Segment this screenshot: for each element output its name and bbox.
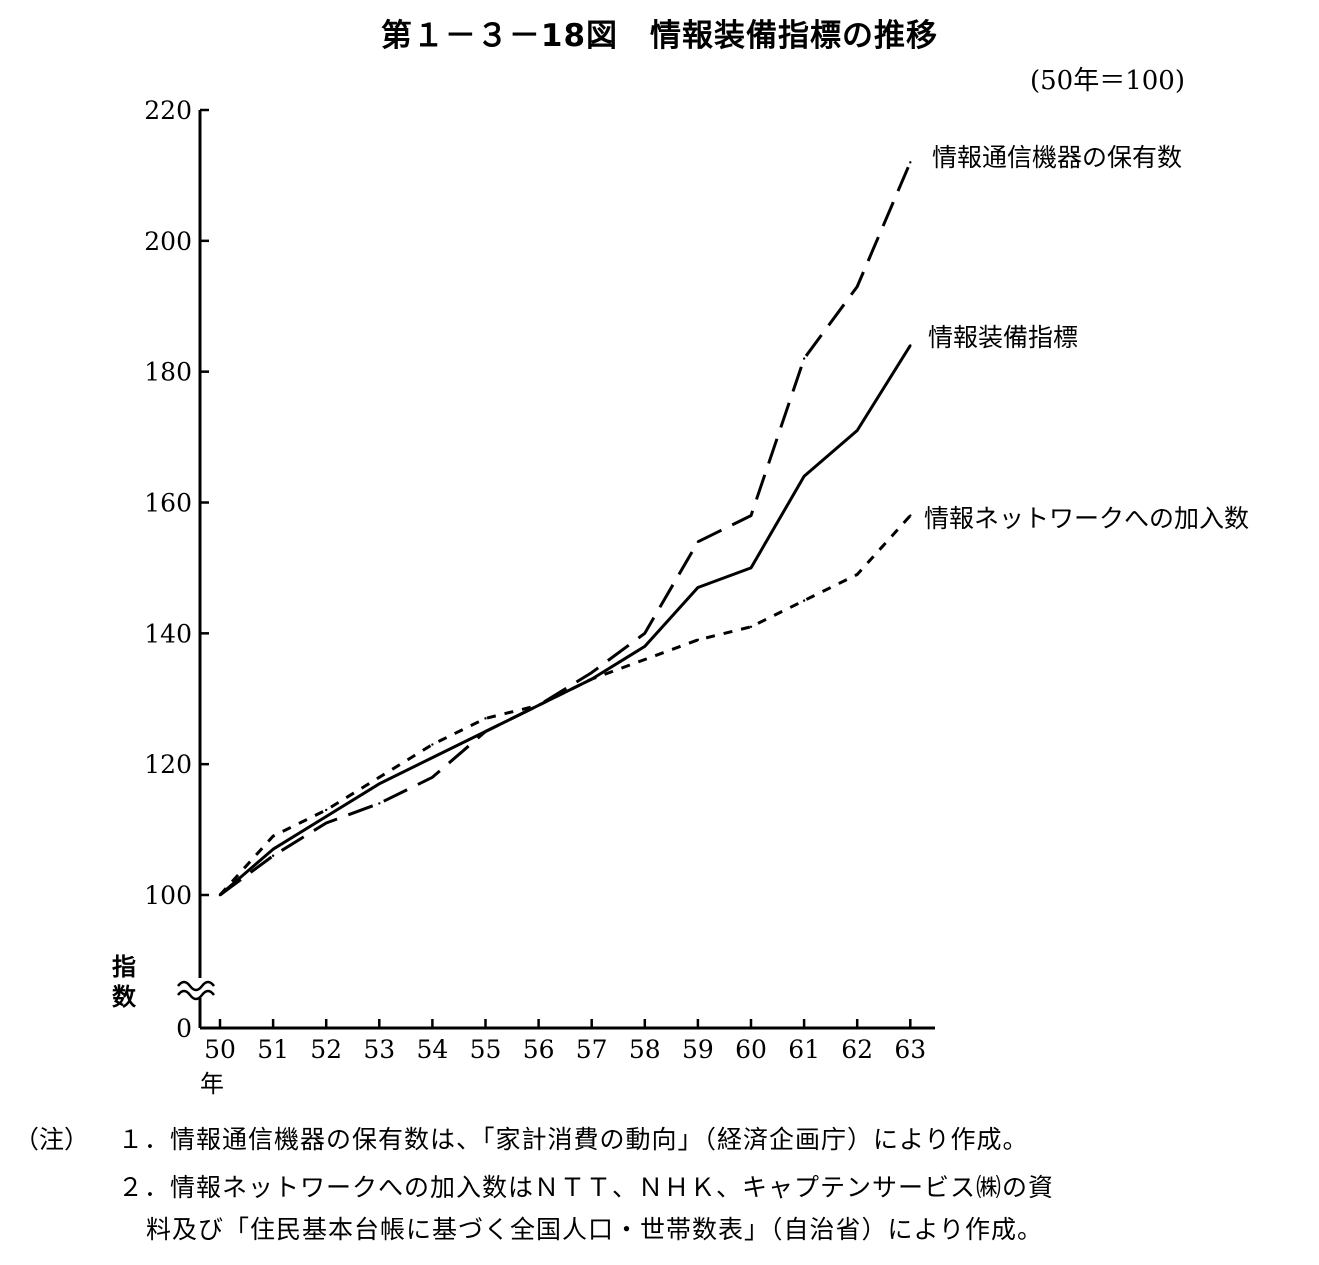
x-tick-label: 57 [576, 1035, 608, 1064]
data-point [909, 161, 912, 164]
data-point [378, 782, 381, 785]
series-line [219, 344, 912, 897]
data-point [643, 658, 646, 661]
data-point [802, 357, 806, 360]
data-point [696, 586, 700, 589]
y-tick-label: 180 [144, 358, 192, 387]
axis-break-mark [177, 989, 215, 1001]
data-point [431, 776, 434, 779]
x-tick-label: 55 [470, 1035, 502, 1064]
notes-heading: （注） [14, 1125, 90, 1154]
data-point [484, 717, 487, 720]
x-tick-label: 56 [523, 1035, 555, 1064]
series-line [219, 161, 912, 897]
data-point [749, 625, 753, 628]
data-point [856, 573, 859, 576]
y-tick-label: 200 [144, 227, 192, 256]
y-tick-label: 220 [144, 96, 192, 125]
data-point [696, 638, 700, 642]
axis-break-mark [177, 980, 215, 992]
data-point [856, 429, 859, 432]
data-point [749, 514, 753, 517]
x-tick-label: 54 [416, 1035, 448, 1064]
data-point [325, 821, 328, 825]
axis-labels: 0 100 120 140 160 180 200 220 50 51 52 53 54 55 56 57 58… [112, 96, 1249, 1098]
data-point [378, 802, 381, 805]
data-point [856, 285, 859, 288]
y-axis-label: 数 [112, 983, 137, 1011]
base-year-note: (50年＝100) [1030, 66, 1185, 96]
data-point [696, 540, 700, 543]
data-point [431, 756, 434, 759]
note-2-continued: 料及び「住民基本台帳に基づく全国人口・世帯数表」（自治省）により作成。 [146, 1215, 1044, 1244]
x-tick-label: 58 [629, 1035, 661, 1064]
data-point [325, 815, 328, 818]
series-lines [218, 161, 912, 897]
data-point [431, 743, 434, 746]
data-point [271, 848, 275, 851]
x-tick-label: 50 [204, 1035, 236, 1064]
data-point [271, 834, 275, 838]
data-point [909, 344, 912, 347]
y-tick-label: 140 [144, 619, 192, 648]
series-line [218, 514, 912, 897]
data-point [218, 893, 222, 897]
x-axis-unit: 年 [200, 1070, 224, 1098]
y-tick-label: 100 [144, 881, 192, 910]
x-tick-label: 62 [841, 1035, 873, 1064]
series-label: 情報ネットワークへの加入数 [924, 504, 1249, 533]
y-axis-label: 指 [112, 953, 136, 981]
y-tick-label: 120 [144, 750, 192, 779]
x-tick-label: 52 [310, 1035, 342, 1064]
y-tick-label: 160 [144, 489, 192, 518]
data-point [590, 671, 593, 674]
x-tick-label: 60 [735, 1035, 767, 1064]
data-point [484, 730, 487, 733]
data-point [537, 704, 540, 707]
data-point [802, 599, 806, 602]
x-tick-label: 53 [363, 1035, 395, 1064]
axes [177, 108, 935, 1030]
note-2: ２．情報ネットワークへの加入数はＮＴＴ、ＮＨＫ、キャプテンサービス㈱の資 [118, 1173, 1055, 1202]
x-tick-label: 63 [894, 1035, 926, 1064]
data-point [643, 645, 646, 648]
x-tick-label: 59 [682, 1035, 714, 1064]
series-label: 情報通信機器の保有数 [932, 143, 1182, 172]
x-tick-label: 61 [788, 1035, 820, 1064]
data-point [590, 677, 593, 681]
line-chart: 0 100 120 140 160 180 200 220 50 51 52 53 54 55 56 57 58… [112, 96, 1249, 1098]
series-label: 情報装備指標 [928, 323, 1078, 352]
data-point [643, 632, 646, 635]
y-tick-label: 0 [176, 1014, 192, 1043]
data-point [802, 475, 806, 478]
chart-title: 第１－３－18図 情報装備指標の推移 [380, 18, 939, 54]
data-point [749, 566, 753, 570]
note-1: １．情報通信機器の保有数は、「家計消費の動向」（経済企画庁）により作成。 [118, 1125, 1029, 1154]
x-tick-label: 51 [257, 1035, 289, 1064]
data-point [271, 854, 275, 857]
data-point [378, 776, 381, 779]
data-point [909, 514, 912, 517]
data-point [325, 808, 328, 812]
